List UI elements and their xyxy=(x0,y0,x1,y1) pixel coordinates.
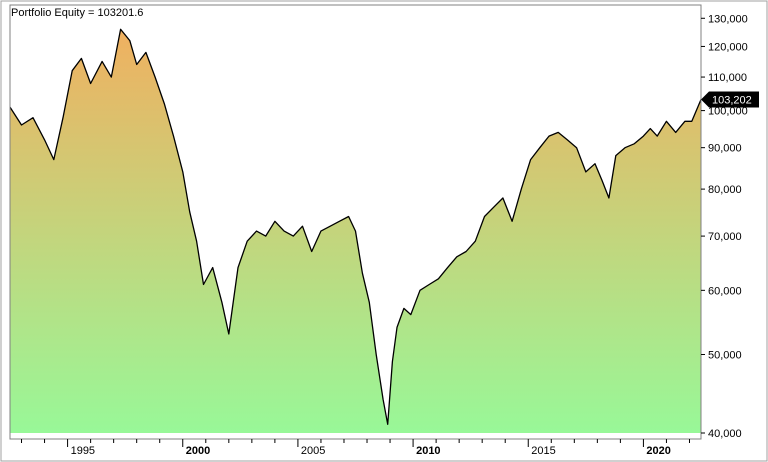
last-value-marker xyxy=(701,91,759,108)
y-tick-label: 80,000 xyxy=(708,184,742,196)
y-tick-label: 90,000 xyxy=(708,143,742,155)
y-tick-label: 40,000 xyxy=(708,428,742,440)
x-tick-label: 1995 xyxy=(71,445,95,457)
chart-title: Portfolio Equity = 103201.6 xyxy=(11,7,143,19)
y-tick-label: 50,000 xyxy=(708,349,742,361)
x-tick-label: 2010 xyxy=(416,445,440,457)
y-tick-label: 110,000 xyxy=(708,72,747,84)
y-tick-label: 130,000 xyxy=(708,13,748,25)
x-tick-label: 2015 xyxy=(531,445,555,457)
x-tick-label: 2020 xyxy=(646,445,670,457)
y-tick-label: 120,000 xyxy=(708,41,748,53)
last-value-label: 103,202 xyxy=(712,95,752,107)
x-tick-label: 2000 xyxy=(186,445,210,457)
y-tick-label: 100,000 xyxy=(708,106,748,118)
x-tick-label: 2005 xyxy=(301,445,325,457)
y-tick-label: 60,000 xyxy=(708,285,742,297)
equity-line xyxy=(9,28,702,425)
plot-frame xyxy=(9,4,702,440)
y-tick-label: 70,000 xyxy=(708,231,742,243)
